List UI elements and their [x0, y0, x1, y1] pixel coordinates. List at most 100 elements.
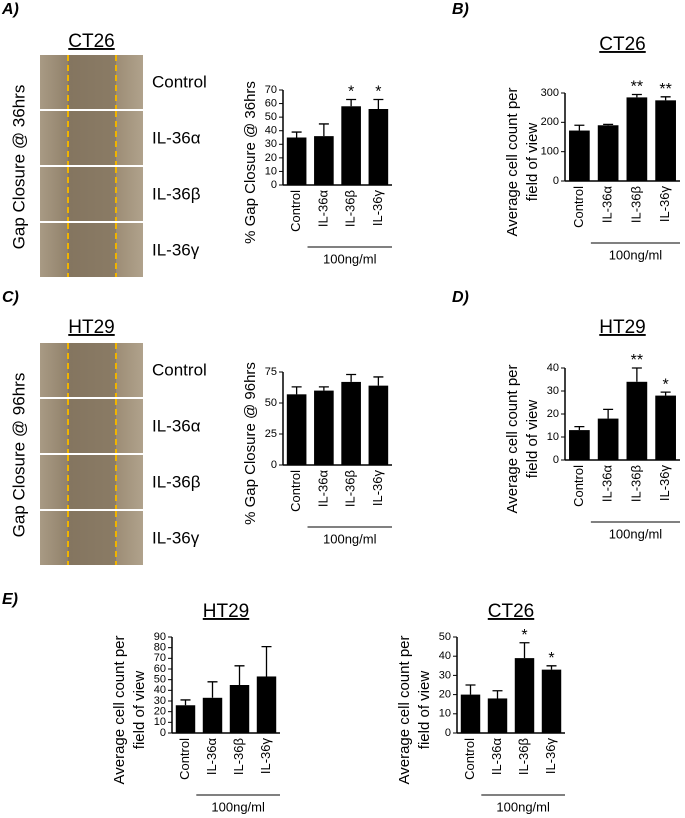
image-row-label: IL-36α [152, 128, 201, 147]
y-tick-label: 30 [547, 385, 559, 397]
bar [341, 381, 361, 465]
error-bar [660, 391, 671, 396]
y-tick-label: 80 [154, 642, 166, 654]
x-tick-label: Control [462, 738, 477, 780]
image-title: CT26 [68, 31, 114, 52]
error-bar [373, 98, 384, 109]
bar [286, 394, 307, 465]
error-bar [318, 386, 329, 391]
bar [655, 395, 676, 460]
error-bar [603, 408, 614, 419]
error-bar [207, 681, 218, 698]
y-tick-label: 40 [439, 650, 451, 662]
x-tick-label: IL-36β [343, 470, 358, 507]
bar [314, 390, 334, 465]
x-tick-label: IL-36γ [258, 738, 273, 775]
error-bar [546, 665, 557, 670]
x-tick-label: Control [571, 186, 586, 228]
error-bar [373, 376, 384, 386]
x-tick-label: IL-36β [516, 738, 531, 775]
bar [514, 658, 535, 733]
image-ylabel: Gap Closure @ 36hrs [9, 85, 28, 250]
significance: * [548, 650, 554, 667]
image-ylabel: Gap Closure @ 96hrs [9, 373, 28, 538]
bar [541, 669, 562, 733]
y-axis-label: Average cell count per [111, 636, 128, 785]
error-bar [234, 665, 245, 685]
error-bar [574, 426, 585, 431]
y-tick-label: 10 [439, 708, 451, 720]
bar [256, 676, 277, 733]
y-tick-label: 30 [265, 138, 277, 150]
image-title: HT29 [68, 317, 114, 338]
group-label: 100ng/ml [496, 799, 550, 814]
y-tick-label: 40 [154, 684, 166, 696]
error-bar [346, 98, 357, 107]
y-tick-label: 10 [154, 716, 166, 728]
y-tick-label: 10 [547, 431, 559, 443]
x-tick-label: IL-36α [315, 470, 330, 508]
y-tick-label: 100 [541, 146, 559, 158]
y-tick-label: 40 [265, 125, 277, 137]
image-row-label: IL-36γ [152, 528, 200, 547]
x-tick-label: IL-36γ [657, 186, 672, 223]
bar [460, 694, 481, 733]
significance: * [663, 376, 669, 393]
image-row-label: Control [152, 360, 207, 379]
panel-label: E) [2, 591, 18, 608]
y-tick-label: 30 [154, 695, 166, 707]
y-tick-label: 0 [553, 454, 559, 466]
y-tick-label: 20 [547, 408, 559, 420]
wound-gap [68, 455, 116, 509]
image-row-label: IL-36β [152, 184, 201, 203]
y-axis-label: field of view [524, 123, 541, 202]
panel-label: D) [452, 289, 469, 306]
chart-title: HT29 [599, 317, 645, 338]
error-bar [574, 124, 585, 131]
y-axis-label: field of view [524, 400, 541, 479]
bar [202, 697, 223, 733]
bar [487, 698, 508, 733]
wound-gap [68, 111, 116, 165]
significance: * [375, 84, 381, 101]
x-tick-label: IL-36β [231, 738, 246, 775]
x-tick-label: IL-36γ [543, 738, 558, 775]
x-tick-label: Control [288, 470, 303, 512]
y-tick-label: 0 [553, 175, 559, 187]
x-tick-label: IL-36γ [370, 470, 385, 507]
panel-label: B) [452, 1, 469, 18]
y-axis-label: % Gap Closure @ 36hrs [242, 81, 259, 244]
bar [314, 136, 334, 185]
y-tick-label: 75 [265, 366, 277, 378]
x-tick-label: IL-36β [343, 190, 358, 227]
y-tick-label: 20 [439, 689, 451, 701]
panel-label: A) [1, 1, 19, 18]
y-tick-label: 0 [160, 727, 166, 739]
y-tick-label: 40 [547, 362, 559, 374]
x-tick-label: IL-36γ [370, 190, 385, 227]
x-tick-label: IL-36α [204, 738, 219, 776]
error-bar [492, 690, 503, 699]
x-tick-label: Control [571, 465, 586, 507]
x-tick-label: IL-36α [315, 190, 330, 228]
y-tick-label: 70 [265, 84, 277, 96]
chart-title: CT26 [599, 34, 645, 55]
y-tick-label: 0 [445, 727, 451, 739]
significance: ** [631, 352, 643, 369]
bar [341, 106, 361, 185]
y-axis-label: Average cell count per [504, 88, 521, 237]
x-tick-label: IL-36β [628, 465, 643, 502]
y-tick-label: 50 [154, 674, 166, 686]
x-tick-label: IL-36γ [657, 465, 672, 502]
group-label: 100ng/ml [211, 799, 265, 814]
y-tick-label: 50 [265, 397, 277, 409]
wound-gap [68, 511, 116, 565]
y-tick-label: 20 [265, 152, 277, 164]
x-tick-label: IL-36α [600, 186, 615, 224]
wound-gap [68, 167, 116, 221]
y-tick-label: 25 [265, 428, 277, 440]
error-bar [291, 386, 302, 395]
y-tick-label: 30 [439, 669, 451, 681]
bar [229, 685, 250, 733]
